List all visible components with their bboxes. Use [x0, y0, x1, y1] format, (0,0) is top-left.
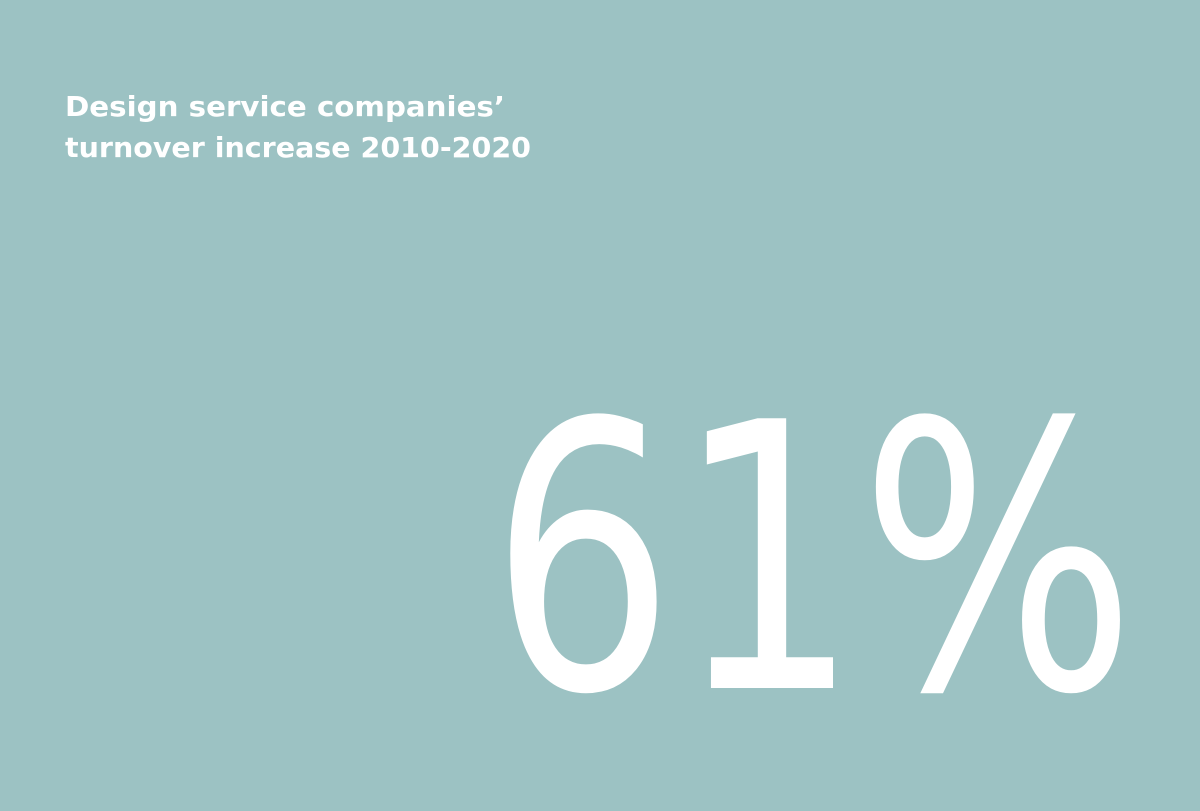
title-line: Design service companies’ — [65, 90, 505, 123]
stat-value: 61% — [490, 346, 1136, 776]
title-line: turnover increase 2010-2020 — [65, 131, 531, 164]
